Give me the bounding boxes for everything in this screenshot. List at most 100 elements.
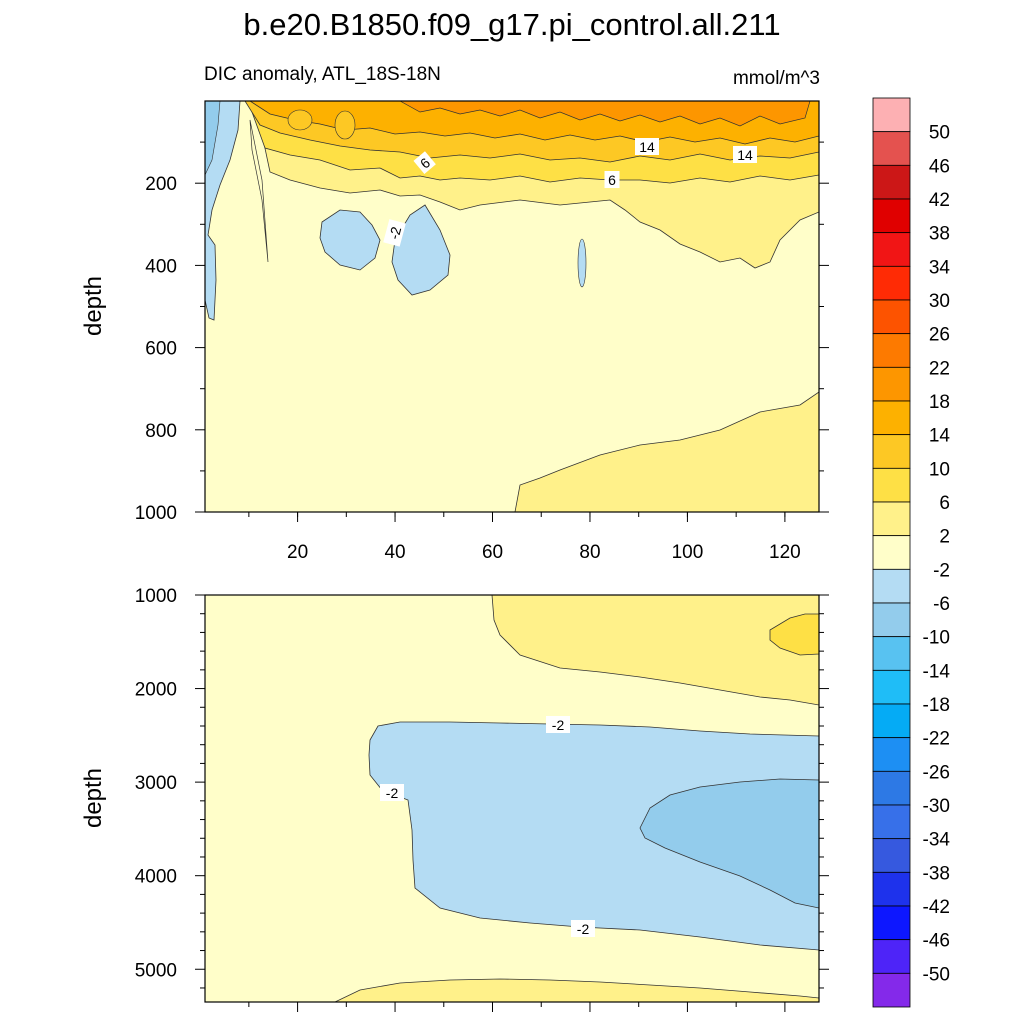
colorbar-swatch bbox=[872, 972, 911, 1008]
contour-label-box bbox=[383, 219, 406, 247]
colorbar-swatch bbox=[872, 97, 911, 133]
lower-y-tick-label: 5000 bbox=[135, 960, 177, 981]
colorbar-swatch bbox=[872, 232, 911, 267]
colorbar-label: -42 bbox=[923, 897, 950, 918]
colorbar-label: 6 bbox=[939, 493, 950, 514]
colorbar-label: 2 bbox=[939, 527, 950, 548]
colorbar-label: -26 bbox=[923, 762, 950, 783]
upper-contour-line-left bbox=[249, 119, 269, 263]
lower-y-tick-label: 1000 bbox=[135, 586, 177, 607]
upper-x-tick-label: 80 bbox=[579, 542, 600, 563]
lower-fill-2-to-6 bbox=[491, 595, 819, 706]
upper-contour-label: 6 bbox=[413, 151, 436, 174]
upper-fill-neg2-left bbox=[205, 101, 241, 321]
colorbar-swatch bbox=[872, 568, 911, 604]
colorbar-label: 14 bbox=[929, 426, 951, 447]
upper-y-tick-label: 800 bbox=[145, 421, 177, 442]
lower-contour-field bbox=[205, 595, 819, 1002]
colorbar-label: -46 bbox=[923, 931, 950, 952]
upper-y-tick-label: 400 bbox=[145, 256, 177, 277]
contour-label-text: -2 bbox=[552, 717, 565, 733]
colorbar-label: 10 bbox=[929, 459, 950, 480]
contour-label-box bbox=[380, 784, 404, 801]
colorbar-label: 38 bbox=[929, 224, 950, 245]
contour-label-text: -2 bbox=[386, 785, 399, 801]
lower-fill-neg2 bbox=[368, 721, 819, 951]
contour-label-box bbox=[546, 716, 570, 733]
subtitle-units: mmol/m^3 bbox=[733, 68, 820, 89]
colorbar-label: -50 bbox=[923, 964, 950, 985]
colorbar-label: 50 bbox=[929, 123, 950, 144]
upper-y-tick-label: 200 bbox=[145, 174, 177, 195]
colorbar-swatch bbox=[872, 636, 911, 671]
upper-contour-labels: 6 6 14 14 -2 bbox=[383, 138, 757, 247]
upper-neg-blob-1 bbox=[319, 209, 381, 271]
colorbar-swatch bbox=[872, 770, 911, 806]
colorbar-swatch bbox=[872, 602, 911, 638]
upper-x-tick-label: 60 bbox=[482, 542, 503, 563]
upper-neg-blob-3 bbox=[577, 238, 587, 288]
upper-x-tick-label: 120 bbox=[769, 542, 801, 563]
colorbar-label: -34 bbox=[923, 830, 951, 851]
colorbar-swatch bbox=[872, 905, 911, 941]
lower-contour-label: -2 bbox=[380, 784, 404, 801]
colorbar-swatch bbox=[872, 434, 911, 469]
contour-label-text: 14 bbox=[737, 147, 753, 163]
colorbar-label: -30 bbox=[923, 796, 950, 817]
upper-x-tick-label: 20 bbox=[287, 542, 308, 563]
lower-panel: 1000 2000 3000 4000 5000 -2 -2 -2 depth bbox=[80, 586, 829, 1012]
upper-contour-label: 14 bbox=[733, 146, 757, 163]
upper-ticks: 20 40 60 80 100 120 200 400 600 800 1000 bbox=[135, 141, 829, 563]
upper-contour-field bbox=[205, 101, 819, 512]
contour-label-text: -2 bbox=[386, 225, 405, 241]
colorbar-label: -18 bbox=[923, 695, 950, 716]
colorbar-swatch bbox=[872, 164, 911, 200]
contour-label-text: 14 bbox=[639, 139, 655, 155]
colorbar-label: 42 bbox=[929, 190, 950, 211]
chart-title: b.e20.B1850.f09_g17.pi_control.all.211 bbox=[243, 7, 780, 42]
lower-contour-labels: -2 -2 -2 bbox=[380, 716, 595, 937]
contour-label-text: 6 bbox=[608, 172, 616, 188]
upper-y-tick-label: 600 bbox=[145, 339, 177, 360]
colorbar-swatch bbox=[872, 871, 911, 907]
lower-fill-2-to-6-bottom bbox=[334, 978, 819, 1002]
lower-y-tick-label: 2000 bbox=[135, 680, 177, 701]
colorbar-swatch bbox=[872, 703, 911, 739]
upper-blob-b bbox=[334, 110, 356, 140]
contour-label-box bbox=[635, 138, 659, 155]
colorbar-swatch bbox=[872, 265, 911, 301]
colorbar-label: 18 bbox=[929, 392, 950, 413]
lower-plot-frame bbox=[204, 594, 820, 1003]
colorbar-label: -6 bbox=[933, 594, 950, 615]
contour-label-box bbox=[571, 920, 595, 937]
colorbar-label: -38 bbox=[923, 863, 950, 884]
colorbar-swatch bbox=[872, 333, 911, 368]
colorbar-swatch bbox=[872, 804, 911, 840]
lower-contour-label: -2 bbox=[546, 716, 570, 733]
upper-contour-label: 14 bbox=[635, 138, 659, 155]
contour-label-box bbox=[604, 171, 620, 188]
lower-fill-neg6 bbox=[639, 778, 819, 909]
colorbar-label: -2 bbox=[933, 560, 950, 581]
lower-contour-label: -2 bbox=[571, 920, 595, 937]
upper-contour-label: 6 bbox=[604, 171, 620, 188]
colorbar-label: 22 bbox=[929, 358, 950, 379]
lower-y-tick-label: 4000 bbox=[135, 867, 177, 888]
lower-y-tick-label: 3000 bbox=[135, 773, 177, 794]
subtitle-left: DIC anomaly, ATL_18S-18N bbox=[204, 64, 441, 85]
colorbar-label: 26 bbox=[929, 325, 950, 346]
colorbar-swatch bbox=[872, 838, 911, 873]
upper-y-tick-label: 1000 bbox=[135, 503, 177, 524]
colorbar-swatch bbox=[872, 299, 911, 335]
colorbar-label: 30 bbox=[929, 291, 950, 312]
colorbar-label: -10 bbox=[923, 628, 950, 649]
lower-fill-6-to-10 bbox=[769, 613, 819, 656]
colorbar-swatch bbox=[872, 737, 911, 772]
colorbar-swatch bbox=[872, 198, 911, 234]
colorbar-label: 46 bbox=[929, 156, 950, 177]
contour-label-box bbox=[733, 146, 757, 163]
upper-contour-label: -2 bbox=[383, 219, 406, 247]
upper-y-axis-label: depth bbox=[80, 276, 107, 336]
colorbar-swatch bbox=[872, 467, 911, 503]
